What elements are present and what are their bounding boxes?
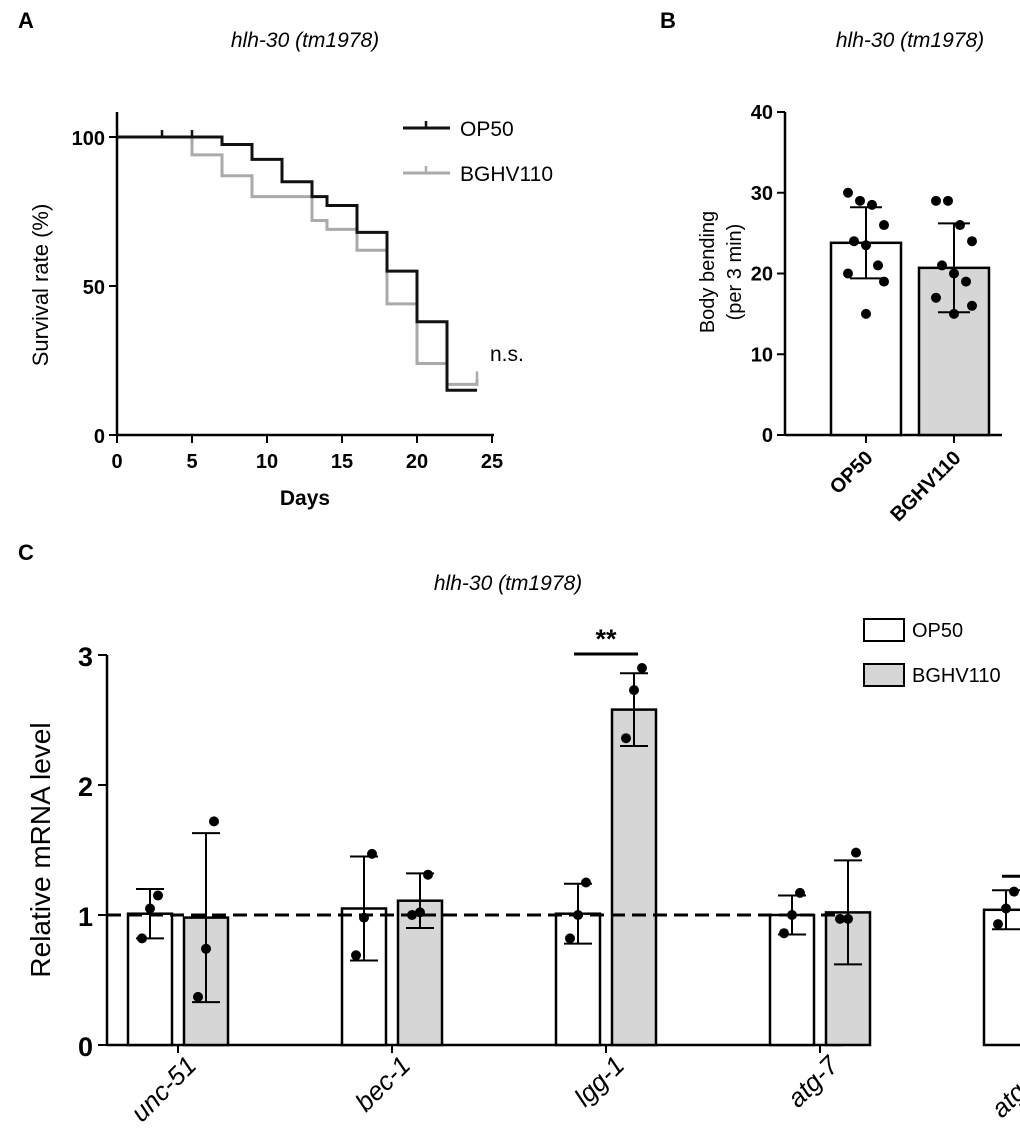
panel-c-data-point <box>1009 886 1019 897</box>
panel-b-data-point <box>931 195 941 206</box>
panel-b-data-point <box>879 220 889 231</box>
panel-c-x-tick-label: unc-51 <box>125 1050 202 1127</box>
panel-a-x-tick-label: 0 <box>111 451 122 473</box>
panel-a-x-tick-label: 10 <box>256 451 278 473</box>
panel-b-data-point <box>873 260 883 271</box>
panel-c-x-tick-label: bec-1 <box>349 1050 416 1117</box>
panel-c-data-point <box>145 903 155 914</box>
panel-c-legend-swatch-op50 <box>863 618 905 642</box>
panel-c-data-point <box>621 733 631 744</box>
panel-c-x-tick-label: atg-7 <box>781 1049 845 1113</box>
panel-b-data-point <box>931 292 941 303</box>
panel-b-data-point <box>849 236 859 247</box>
panel-c-y-tick-label: 0 <box>78 1032 93 1062</box>
panel-b-y-tick-label: 0 <box>762 425 773 447</box>
panel-b-data-point <box>961 276 971 287</box>
panel-c-data-point <box>851 847 861 858</box>
panel-b-y-axis-sublabel: (per 3 min) <box>724 224 746 321</box>
panel-b-data-point <box>879 276 889 287</box>
panel-b-title: hlh-30 (tm1978) <box>836 29 984 52</box>
panel-b-data-point <box>843 268 853 279</box>
panel-c-y-tick-label: 3 <box>78 642 93 672</box>
panel-b-data-point <box>949 308 959 319</box>
panel-c-legend-label-op50: OP50 <box>912 620 963 642</box>
panel-c-x-tick-label: atg-18 <box>985 1050 1020 1124</box>
panel-a-x-tick-label: 15 <box>331 451 353 473</box>
panel-b-y-tick-label: 40 <box>751 102 773 124</box>
panel-a-y-tick-label: 50 <box>83 277 105 299</box>
panel-b-data-point <box>861 308 871 319</box>
panel-b-x-tick-label: OP50 <box>826 447 878 499</box>
panel-a-legend-label-op50: OP50 <box>460 118 514 141</box>
panel-c-data-point <box>423 869 433 880</box>
panel-c-significance-label: ** <box>595 624 617 654</box>
panel-b-data-point <box>843 187 853 198</box>
panel-c-legend-label-bghv110: BGHV110 <box>912 665 1001 687</box>
panel-c-data-point <box>581 877 591 888</box>
panel-letter-b: B <box>660 8 676 33</box>
panel-b-data-point <box>861 240 871 251</box>
panel-c-data-point <box>637 663 647 673</box>
panel-b-y-tick-label: 30 <box>751 183 773 205</box>
panel-c-data-point <box>351 950 361 961</box>
panel-letter-c: C <box>18 540 34 565</box>
panel-c-y-tick-label: 1 <box>78 902 93 932</box>
panel-b-y-tick-label: 20 <box>751 264 773 286</box>
panel-b-data-point <box>943 195 953 206</box>
panel-letter-a: A <box>18 8 34 33</box>
panel-c-title: hlh-30 (tm1978) <box>434 572 582 595</box>
panel-a-curve-op50 <box>117 135 477 392</box>
panel-a-x-tick-label: 20 <box>406 451 428 473</box>
panel-c-data-point <box>779 928 789 939</box>
panel-a-legend-label-bghv110: BGHV110 <box>460 163 553 186</box>
panel-c-data-point <box>795 887 805 898</box>
panel-a-x-tick-label: 25 <box>481 451 503 473</box>
panel-c-data-point <box>835 913 845 924</box>
panel-c-data-point <box>201 943 211 954</box>
panel-a-x-tick-label: 5 <box>186 451 197 473</box>
panel-a-y-axis-label: Survival rate (%) <box>28 204 53 367</box>
panel-c-legend-swatch-bghv110 <box>863 663 905 687</box>
panel-a-curve-bghv110 <box>117 135 479 386</box>
panel-c-data-point <box>137 933 147 944</box>
panel-c-y-tick-label: 2 <box>78 772 93 802</box>
panel-c-bar-lgg-1-bghv110 <box>610 708 658 1047</box>
panel-b-x-tick-label: BGHV110 <box>886 447 965 526</box>
panel-a-y-tick-label: 100 <box>72 128 105 150</box>
panel-c-data-point <box>153 890 163 901</box>
panel-c-x-tick-label: lgg-1 <box>568 1050 630 1112</box>
panel-c-data-point <box>993 919 1003 930</box>
panel-c-data-point <box>629 685 639 696</box>
panel-a-y-tick-label: 0 <box>94 426 105 448</box>
panel-b-data-point <box>967 300 977 311</box>
panel-b-y-axis-label: Body bending <box>697 211 719 333</box>
panel-b-data-point <box>967 236 977 247</box>
panel-b-data-point <box>855 195 865 206</box>
panel-c-y-axis-label: Relative mRNA level <box>25 722 56 977</box>
panel-c-data-point <box>367 848 377 859</box>
panel-c-bar-atg-18-op50 <box>982 908 1020 1047</box>
panel-c-data-point <box>565 933 575 944</box>
panel-a-title: hlh-30 (tm1978) <box>231 29 379 52</box>
panel-b-data-point <box>867 199 877 210</box>
panel-b-data-point <box>949 268 959 279</box>
panel-b-data-point <box>937 260 947 271</box>
panel-c-data-point <box>193 991 203 1002</box>
panel-a-significance-label: n.s. <box>490 343 524 366</box>
panel-c-data-point <box>843 913 853 924</box>
panel-b-data-point <box>955 220 965 231</box>
panel-b-y-tick-label: 10 <box>751 344 773 366</box>
panel-c-data-point <box>209 816 219 827</box>
panel-c-data-point <box>1001 903 1011 914</box>
panel-a-x-axis-label: Days <box>280 487 330 510</box>
